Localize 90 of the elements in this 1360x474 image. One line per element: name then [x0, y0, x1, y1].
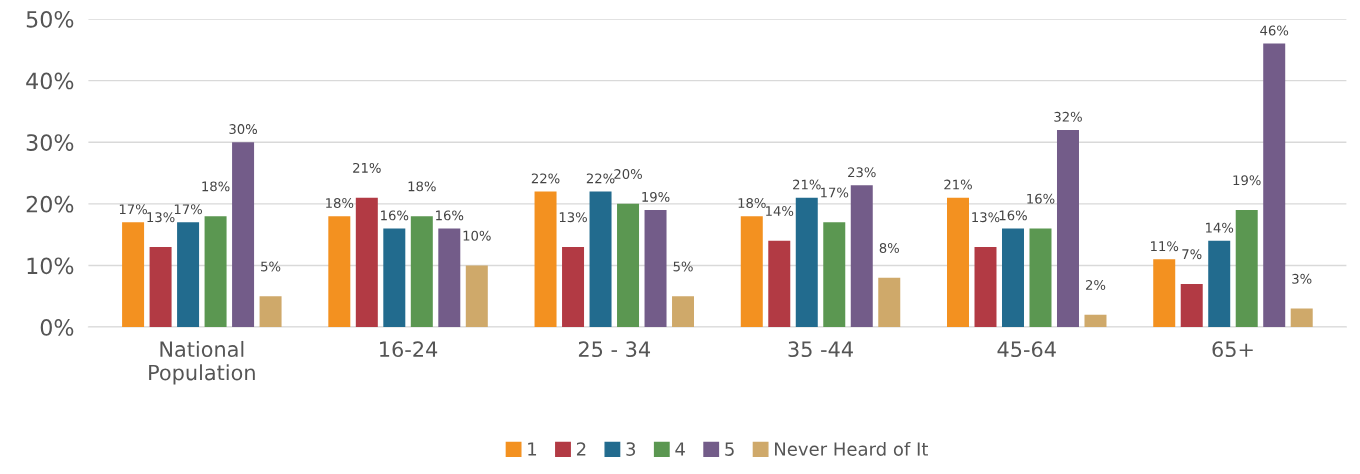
bar — [1180, 283, 1203, 328]
bar — [259, 296, 282, 328]
x-tick-label: 45-64 — [997, 341, 1056, 358]
data-label: 16% — [381, 210, 409, 221]
bar — [740, 216, 763, 328]
data-label: 30% — [229, 124, 258, 135]
bar — [204, 216, 227, 328]
data-label: 2% — [1085, 279, 1106, 290]
bar — [589, 191, 612, 328]
bar — [562, 246, 585, 328]
data-label: 11% — [1151, 241, 1179, 252]
data-label: 19% — [1233, 175, 1261, 186]
bar — [1002, 228, 1024, 328]
bar — [795, 197, 818, 328]
y-tick-label: 0% — [40, 319, 74, 336]
data-label: 16% — [999, 210, 1027, 221]
data-label: 18% — [202, 181, 230, 192]
bar — [149, 246, 172, 328]
data-label: 20% — [614, 169, 642, 180]
bar — [1208, 240, 1231, 328]
data-label: 32% — [1054, 111, 1082, 122]
data-label: 5% — [261, 261, 281, 272]
data-label: 13% — [559, 212, 587, 223]
x-tick-label: 65+ — [1212, 341, 1253, 358]
bar — [465, 265, 488, 328]
bar — [383, 228, 406, 328]
legend-label: Never Heard of It — [775, 441, 928, 456]
bar — [1290, 308, 1313, 328]
data-label: 18% — [738, 198, 766, 209]
x-tick-label: 16-24 — [380, 341, 438, 358]
data-label: 14% — [766, 206, 794, 217]
data-label: 16% — [1027, 193, 1055, 204]
bar — [1263, 43, 1286, 328]
bar — [617, 203, 640, 328]
bar — [1153, 259, 1176, 328]
bar — [878, 277, 901, 328]
data-label: 46% — [1260, 25, 1289, 36]
x-tick-label: 25 - 34 — [578, 341, 651, 358]
data-label: 18% — [408, 181, 436, 192]
bar — [534, 191, 557, 328]
data-label: 5% — [673, 261, 693, 272]
legend-label: 5 — [725, 442, 734, 456]
bar — [1056, 129, 1079, 328]
data-label: 10% — [463, 230, 491, 241]
data-label: 17% — [119, 204, 148, 215]
bar — [1029, 228, 1052, 328]
data-label: 22% — [531, 173, 560, 184]
data-label: 14% — [1206, 222, 1234, 233]
y-tick-label: 30% — [26, 134, 74, 151]
y-tick-label: 50% — [26, 10, 74, 28]
data-label: 21% — [353, 162, 381, 173]
bar — [850, 185, 873, 328]
legend-label: 2 — [576, 442, 586, 456]
bar — [947, 197, 969, 328]
bar — [177, 222, 200, 328]
data-label: 17% — [174, 204, 203, 215]
bar — [355, 197, 378, 328]
bar — [768, 240, 791, 328]
bar — [1235, 209, 1258, 328]
data-label: 16% — [436, 210, 464, 221]
bar — [232, 142, 255, 328]
data-label: 13% — [972, 212, 1000, 223]
data-label: 7% — [1182, 249, 1202, 260]
x-tick-label: National Population — [149, 340, 255, 385]
data-label: 23% — [848, 167, 876, 178]
bar — [122, 222, 145, 328]
bar — [974, 246, 997, 328]
legend-label: 4 — [675, 442, 685, 456]
y-tick-label: 40% — [26, 72, 74, 90]
bar — [823, 222, 846, 328]
bar — [672, 296, 695, 328]
data-label: 13% — [147, 212, 175, 223]
data-label: 21% — [793, 179, 821, 190]
x-tick-label: 35 -44 — [788, 341, 853, 358]
data-label: 21% — [944, 179, 972, 190]
data-label: 22% — [586, 173, 615, 184]
bar — [644, 209, 667, 328]
legend-label: 1 — [528, 442, 537, 456]
bar — [1084, 314, 1107, 328]
data-label: 18% — [326, 198, 354, 209]
y-tick-label: 10% — [27, 257, 74, 275]
bar — [410, 216, 433, 328]
data-label: 8% — [879, 243, 899, 253]
bar — [328, 216, 351, 328]
bar — [438, 228, 461, 328]
data-label: 19% — [642, 191, 670, 202]
data-label: 3% — [1292, 273, 1312, 284]
data-label: 17% — [821, 187, 849, 198]
y-tick-label: 20% — [26, 195, 74, 213]
legend-label: 3 — [626, 442, 636, 456]
